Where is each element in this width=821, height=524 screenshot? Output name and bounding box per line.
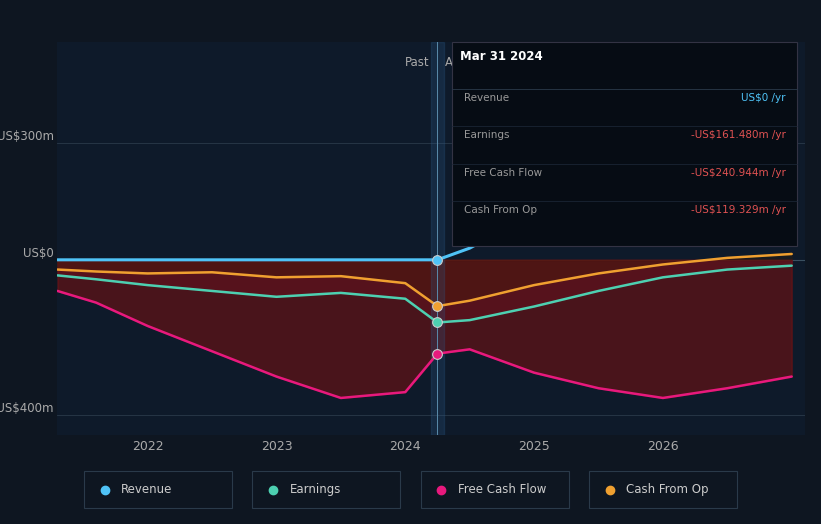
Text: Cash From Op: Cash From Op [464, 205, 537, 215]
Text: Free Cash Flow: Free Cash Flow [458, 483, 546, 496]
Text: Free Cash Flow: Free Cash Flow [464, 168, 542, 178]
Bar [431, 42, 444, 435]
Text: US$0: US$0 [23, 247, 53, 260]
Text: Cash From Op: Cash From Op [626, 483, 709, 496]
Text: Earnings: Earnings [464, 130, 509, 140]
Text: -US$161.480m /yr: -US$161.480m /yr [691, 130, 786, 140]
Text: Analysts Forecasts: Analysts Forecasts [445, 56, 555, 69]
Text: Mar 31 2024: Mar 31 2024 [460, 50, 543, 63]
Text: -US$240.944m /yr: -US$240.944m /yr [691, 168, 786, 178]
Text: Revenue: Revenue [122, 483, 172, 496]
FancyBboxPatch shape [452, 42, 797, 246]
Text: -US$119.329m /yr: -US$119.329m /yr [691, 205, 786, 215]
Text: -US$400m: -US$400m [0, 402, 53, 416]
Text: Past: Past [406, 56, 430, 69]
Text: US$300m: US$300m [0, 130, 53, 143]
Text: Revenue: Revenue [464, 93, 509, 103]
Text: US$0 /yr: US$0 /yr [741, 93, 786, 103]
Text: Earnings: Earnings [290, 483, 341, 496]
